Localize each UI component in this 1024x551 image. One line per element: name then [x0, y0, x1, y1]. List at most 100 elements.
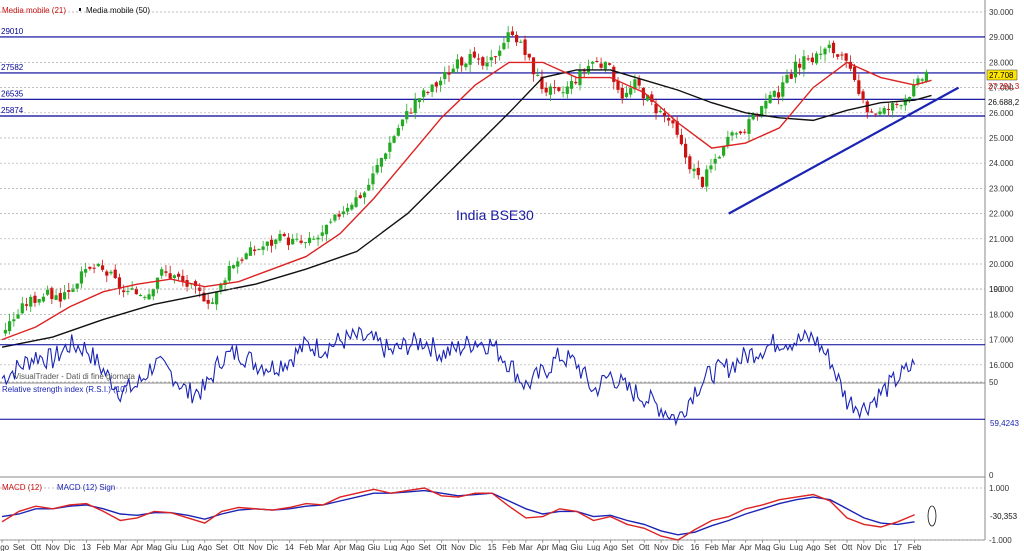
candle-up — [785, 74, 789, 83]
price-tag-box — [986, 69, 1018, 81]
x-tick-label: Ago — [198, 543, 213, 551]
candle-up — [717, 156, 722, 159]
x-tick-label: Mag — [552, 543, 568, 551]
candle-up — [62, 292, 67, 300]
candle-up — [265, 241, 269, 246]
candle-up — [565, 86, 569, 94]
candle-down — [269, 239, 274, 246]
candle-up — [882, 108, 886, 114]
candle-down — [540, 76, 544, 90]
support-resistance-levels: 29010 27582 26535 25874 — [0, 27, 985, 117]
candle-up — [96, 263, 100, 267]
x-tick-label: Mar — [722, 543, 736, 551]
candle-up — [819, 53, 823, 55]
chart-title: India BSE30 — [456, 207, 534, 223]
main-y-tick-label: 16.000 — [989, 361, 1014, 370]
candle-up — [730, 132, 734, 136]
candle-down — [806, 58, 810, 60]
x-tick-label: Dic — [64, 543, 76, 551]
candle-up — [726, 136, 730, 146]
candle-down — [675, 121, 679, 135]
candle-down — [33, 295, 37, 303]
candle-down — [848, 61, 852, 69]
candle-up — [451, 68, 455, 73]
main-y-tick-label: 20.000 — [989, 260, 1014, 269]
candle-up — [878, 111, 882, 115]
candle-up — [79, 271, 84, 284]
candle-up — [903, 98, 907, 106]
candle-down — [193, 281, 198, 287]
candle-down — [122, 290, 126, 293]
candle-down — [671, 120, 675, 124]
candle-up — [8, 321, 12, 332]
main-y-tick-label: 26.000 — [989, 109, 1014, 118]
x-tick-label: Mar — [113, 543, 127, 551]
y-axis-labels: 30.000 29.000 28.000 27.000 26.000 25.000 24.0… — [989, 8, 1014, 545]
x-tick-label: Ago — [0, 543, 10, 551]
candle-down — [582, 70, 586, 72]
x-tick-label: Feb — [97, 543, 111, 551]
candle-down — [472, 51, 476, 58]
x-tick-label: Dic — [875, 543, 887, 551]
x-tick-label: Giu — [165, 543, 177, 551]
candle-up — [227, 266, 231, 281]
candle-down — [886, 108, 891, 110]
x-tick-label: Feb — [705, 543, 719, 551]
candle-up — [312, 238, 316, 240]
candle-down — [641, 87, 645, 99]
candle-up — [768, 95, 772, 104]
x-tick-label: Dic — [469, 543, 481, 551]
candle-down — [831, 42, 836, 54]
candle-up — [400, 119, 405, 127]
main-y-tick-label: 28.000 — [989, 58, 1014, 67]
candle-up — [907, 96, 912, 101]
candle-down — [100, 265, 105, 270]
ma50-tag: 26.688,2 — [988, 98, 1020, 107]
x-tick-label: Lug — [790, 543, 803, 551]
candle-down — [481, 57, 485, 66]
main-y-tick-label: 19.000 — [989, 285, 1014, 294]
candle-up — [899, 105, 903, 107]
candle-up — [215, 292, 219, 305]
candle-up — [793, 61, 798, 78]
macd-y-tick-label: 1.000 — [989, 484, 1010, 493]
candle-up — [814, 53, 819, 64]
candle-down — [24, 304, 29, 306]
x-tick-label: Mar — [316, 543, 330, 551]
rsi-y-tick-label: 100 — [989, 285, 1003, 294]
candle-up — [71, 288, 75, 292]
candle-down — [637, 78, 641, 86]
rsi-label: Relative strength index (R.S.I.) (10) — [2, 385, 128, 394]
candle-down — [684, 143, 688, 158]
trendline-group — [728, 86, 960, 215]
candle-down — [743, 131, 747, 133]
candle-up — [591, 61, 595, 64]
x-tick-label: Nov — [248, 543, 262, 551]
candle-up — [291, 238, 295, 245]
candle-up — [278, 233, 282, 241]
candle-up — [354, 197, 358, 207]
candle-up — [375, 164, 379, 173]
candle-down — [299, 240, 303, 243]
candle-down — [460, 57, 464, 66]
candle-down — [510, 31, 514, 36]
main-y-tick-label: 24.000 — [989, 159, 1014, 168]
candle-up — [333, 214, 337, 221]
watermark: VisualTrader - Dati di fine giornata — [14, 372, 136, 381]
candle-up — [468, 53, 472, 65]
candle-up — [126, 290, 130, 292]
candle-up — [506, 32, 510, 43]
candle-up — [781, 82, 785, 97]
candle-up — [257, 249, 261, 251]
candle-up — [324, 224, 329, 235]
candle-up — [629, 88, 633, 95]
candle-up — [417, 98, 422, 103]
candle-down — [515, 34, 519, 43]
candle-down — [181, 275, 185, 282]
candle-down — [527, 53, 531, 58]
candle-down — [688, 156, 692, 170]
candle-down — [409, 112, 413, 114]
candle-up — [219, 283, 223, 291]
